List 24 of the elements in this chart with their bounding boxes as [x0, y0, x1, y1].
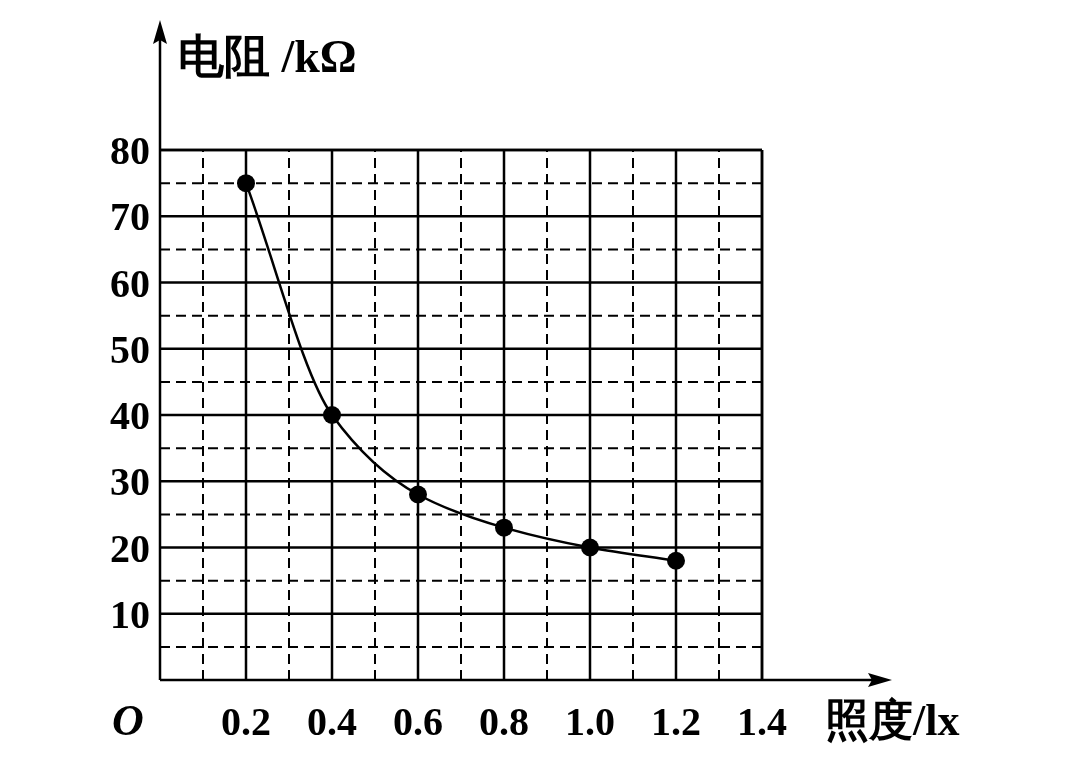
text: O [112, 696, 144, 745]
point [495, 518, 513, 537]
y-tick-label: 20 [110, 525, 150, 571]
x-axis-title: 照度/lx [825, 696, 960, 745]
x-tick-label: 0.6 [393, 699, 443, 744]
y-tick-label: 50 [110, 326, 150, 372]
y-axis-title: 电阻 /kΩ [178, 31, 357, 82]
x-tick-label: 0.8 [479, 699, 529, 744]
point [237, 174, 255, 193]
y-tick-label: 40 [110, 393, 150, 438]
y-tick-label: 80 [110, 128, 150, 173]
x-tick-label: 0.2 [221, 699, 271, 744]
x-tick-label: 0.4 [307, 699, 357, 744]
y-tick-label: 70 [110, 194, 150, 240]
y-tick-label: 10 [110, 591, 150, 637]
point [667, 551, 685, 570]
point [581, 538, 599, 557]
point [409, 485, 427, 504]
x-tick-label: 1.2 [651, 699, 701, 744]
point [323, 406, 341, 424]
y-tick-label: 30 [110, 459, 150, 505]
y-tick-label: 60 [110, 260, 150, 306]
x-tick-label: 1.4 [737, 699, 787, 744]
x-tick-label: 1.0 [565, 699, 615, 744]
